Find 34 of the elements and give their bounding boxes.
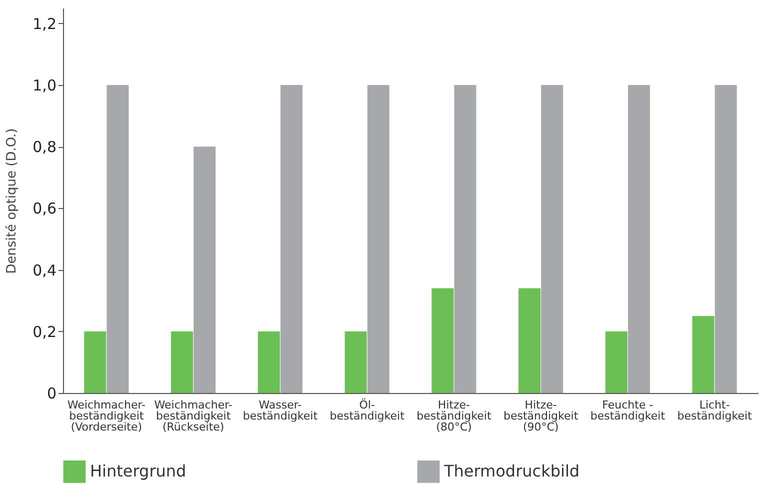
bar	[692, 316, 714, 393]
x-tick-label: Wasser- beständigkeit	[242, 398, 318, 422]
x-tick-label: Öl- beständigkeit	[330, 398, 406, 422]
x-tick-label: Weichmacher- beständigkeit (Rückseite)	[154, 398, 232, 434]
x-tick-label: Hitze- beständigkeit (80°C)	[416, 398, 492, 434]
bar	[84, 331, 106, 393]
bar	[280, 85, 302, 393]
y-tick-label: 1,2	[32, 14, 56, 33]
bar	[605, 331, 628, 393]
bar	[454, 85, 476, 393]
y-axis-title: Densité optique (D.O.)	[4, 128, 20, 274]
x-tick-label: Feuchte - beständigkeit	[590, 398, 666, 422]
y-tick-label: 1,0	[32, 76, 56, 94]
y-tick-label: 0,4	[32, 261, 56, 280]
y-tick-label: 0,6	[32, 200, 56, 218]
bar	[344, 331, 367, 393]
bar	[714, 85, 737, 393]
legend-label: Thermodruckbild	[443, 462, 580, 481]
y-tick-label: 0,8	[32, 138, 56, 156]
x-tick-label: Weichmacher- beständigkeit (Vorderseite)	[67, 398, 146, 434]
bar	[541, 85, 564, 393]
bar	[194, 146, 216, 393]
bar	[367, 85, 390, 393]
bar	[432, 288, 454, 393]
bar	[258, 331, 280, 393]
bar	[518, 288, 541, 393]
bar	[106, 85, 129, 393]
bar	[628, 85, 650, 393]
x-tick-label: Licht- beständigkeit	[677, 398, 753, 422]
x-tick-label: Hitze- beständigkeit (90°C)	[503, 398, 579, 434]
bar	[171, 331, 194, 393]
y-tick-label: 0	[46, 384, 56, 402]
legend-label: Hintergrund	[90, 462, 186, 481]
y-tick-label: 0,2	[32, 322, 56, 341]
